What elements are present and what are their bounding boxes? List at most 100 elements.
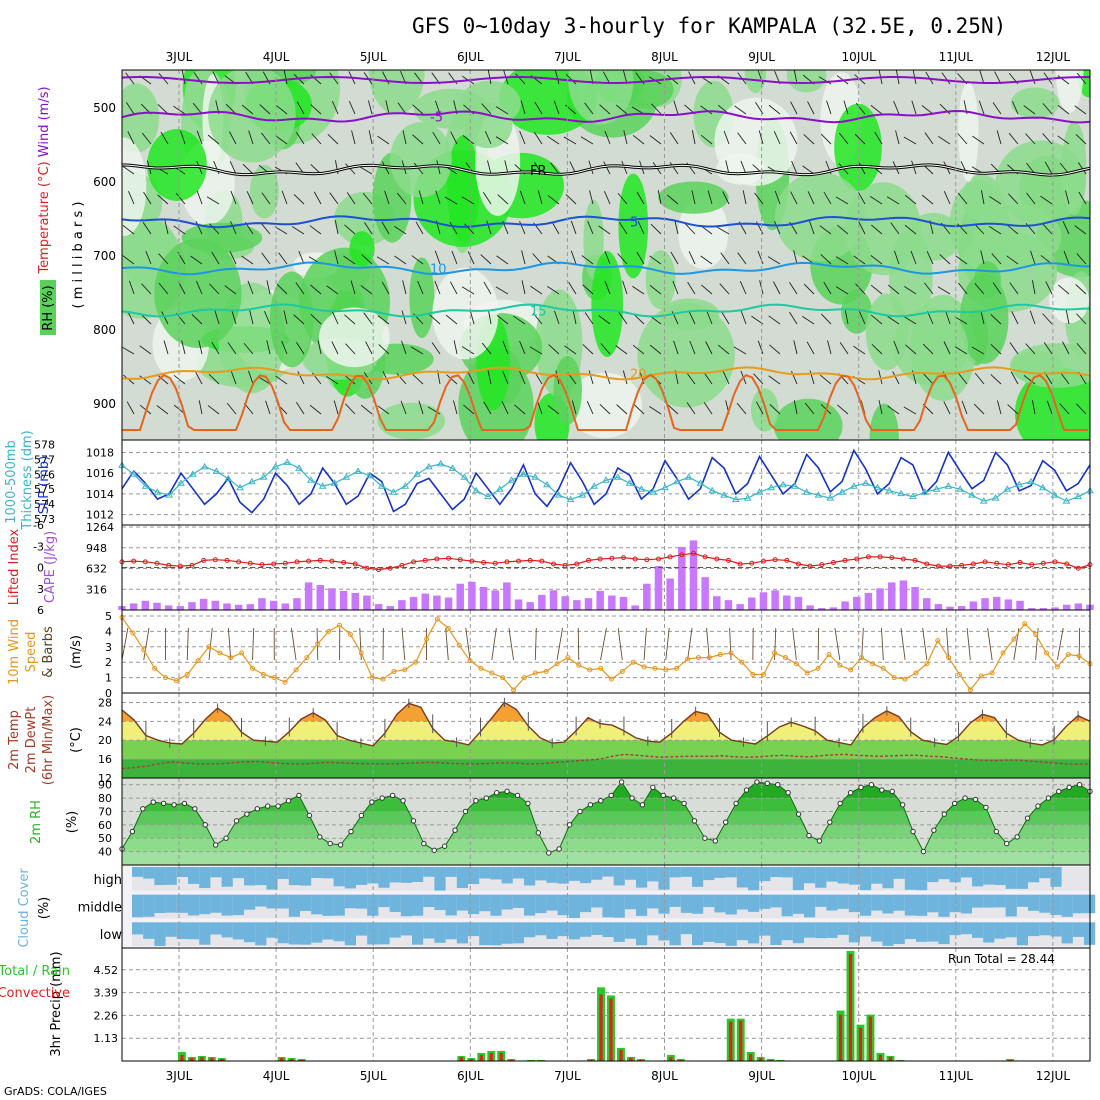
wind-speed-point bbox=[630, 659, 636, 665]
rh-point bbox=[743, 787, 750, 793]
cloud-fraction-bar bbox=[557, 894, 569, 916]
wind-barb bbox=[637, 221, 645, 235]
thickness-point bbox=[330, 479, 339, 486]
rh-point bbox=[556, 846, 562, 852]
rh-point bbox=[660, 792, 666, 799]
wind-barb bbox=[411, 255, 424, 265]
wind-speed-point bbox=[837, 662, 843, 668]
wind-speed-point bbox=[793, 661, 799, 667]
thickness-point bbox=[850, 482, 858, 489]
cloud-fraction-bar bbox=[781, 894, 793, 917]
lifted-index-point bbox=[387, 565, 393, 571]
wind-barb bbox=[401, 340, 407, 355]
cloud-fraction-bar bbox=[221, 894, 233, 916]
lifted-index-point bbox=[1075, 565, 1081, 571]
wind-barb bbox=[515, 73, 526, 85]
wind-barb bbox=[297, 371, 305, 385]
precip-legend-convective: Convective bbox=[0, 986, 70, 1001]
thickness-point bbox=[873, 483, 882, 491]
rh-blob bbox=[678, 196, 729, 269]
wind-barb bbox=[604, 280, 611, 295]
label-part: Wind (m/s) bbox=[37, 86, 52, 157]
cloud-fraction-bar bbox=[714, 922, 726, 944]
tick-label: 1016 bbox=[86, 467, 114, 480]
wind-barb bbox=[753, 373, 764, 385]
lifted-index-point bbox=[1064, 561, 1070, 567]
wind-barb bbox=[178, 281, 186, 295]
wind-speed-point bbox=[380, 676, 386, 682]
wind-barb bbox=[434, 280, 441, 295]
wind-barb bbox=[451, 250, 458, 265]
wind-barb bbox=[497, 194, 509, 205]
wind-barb bbox=[1030, 250, 1036, 265]
wind-barb bbox=[229, 251, 237, 265]
wind-barb bbox=[465, 627, 471, 661]
thickness-point bbox=[1003, 485, 1012, 492]
cloud-fraction-bar bbox=[512, 867, 524, 879]
cloud-fraction-bar bbox=[624, 922, 636, 939]
rh-point bbox=[410, 818, 417, 824]
wind-barb bbox=[632, 344, 645, 355]
lifted-index-point bbox=[620, 555, 626, 561]
wind-barb bbox=[707, 190, 713, 205]
wind-barb bbox=[377, 315, 390, 325]
wind-barb bbox=[839, 342, 849, 355]
wind-barb bbox=[275, 375, 288, 385]
wind-barb bbox=[685, 223, 696, 235]
temperature-contour bbox=[122, 109, 1090, 124]
wind-speed-point bbox=[402, 667, 408, 673]
wind-barb bbox=[533, 132, 543, 145]
run-total: Run Total = 28.44 bbox=[948, 952, 1055, 966]
wind-speed-point bbox=[347, 631, 353, 637]
cape-bar bbox=[946, 606, 954, 610]
rh-point bbox=[494, 790, 500, 796]
cloud-fraction-bar bbox=[613, 894, 625, 918]
tick-label: 4.52 bbox=[94, 964, 119, 977]
tick-label: 500 bbox=[93, 101, 116, 115]
cape-bar bbox=[899, 580, 908, 610]
wind-barb bbox=[227, 342, 237, 355]
rh-point bbox=[587, 802, 594, 808]
precip-convective-bar bbox=[739, 1020, 743, 1061]
rh-point bbox=[681, 800, 687, 807]
cloud-fraction-bar bbox=[344, 922, 356, 946]
lifted-index-point bbox=[935, 563, 941, 569]
lifted-index-point bbox=[352, 561, 358, 567]
precip-convective-bar bbox=[639, 1059, 643, 1061]
cape-bar bbox=[351, 592, 359, 610]
wind-barb bbox=[703, 402, 713, 415]
temperature-contour bbox=[122, 303, 1090, 318]
wind-barb bbox=[281, 190, 288, 205]
wind-barb bbox=[275, 135, 288, 145]
rh-point bbox=[1066, 784, 1072, 791]
wind-barb bbox=[790, 101, 798, 115]
wind-barb bbox=[334, 250, 339, 265]
wind-barb bbox=[377, 405, 390, 415]
cloud-fraction-bar bbox=[221, 867, 233, 887]
thickness-point bbox=[625, 479, 634, 486]
wind-barb bbox=[1078, 627, 1081, 661]
cloud-fraction-bar bbox=[748, 894, 760, 912]
wind-barb bbox=[688, 251, 696, 265]
rh-point bbox=[629, 795, 635, 801]
cape-bar bbox=[573, 600, 581, 610]
wind-barb bbox=[943, 191, 951, 205]
panel-labels: Temperature (°C) Wind (m/s) ( m i l l i b… bbox=[0, 86, 86, 1056]
cape-bar bbox=[748, 597, 756, 610]
wind-barb bbox=[412, 374, 424, 385]
wind-barb bbox=[600, 343, 611, 355]
wind-barb bbox=[817, 627, 820, 661]
thickness-point bbox=[259, 473, 268, 480]
wind-speed-point bbox=[478, 665, 484, 671]
cloud-fraction-bar bbox=[188, 894, 200, 916]
wind-barb bbox=[588, 160, 594, 175]
rh-point bbox=[223, 835, 229, 841]
wind-barb bbox=[296, 341, 305, 355]
wind-speed-point bbox=[326, 628, 332, 634]
wind-barb bbox=[265, 400, 271, 415]
wind-barb bbox=[385, 100, 390, 115]
temp-fill bbox=[122, 702, 1090, 778]
wind-label-2: Speed bbox=[24, 632, 39, 673]
wind-barb bbox=[519, 340, 526, 355]
wind-barb bbox=[717, 344, 730, 355]
